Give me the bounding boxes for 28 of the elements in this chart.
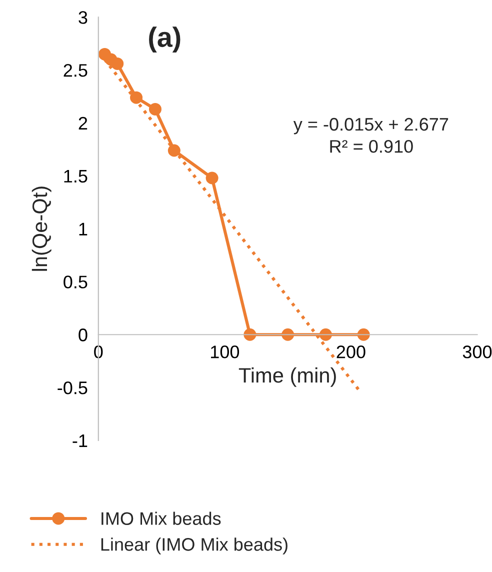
- legend-label: Linear (IMO Mix beads): [101, 538, 288, 554]
- annotation: (a): [149, 26, 180, 53]
- point: [130, 91, 143, 104]
- y-tick-label: 3: [78, 11, 88, 24]
- y-tick-label: 0.5: [64, 276, 88, 288]
- x-tick-label: 300: [462, 346, 492, 358]
- point: [206, 172, 218, 184]
- y-axis-title: ln(Qe-Qt): [32, 186, 52, 271]
- point: [357, 328, 370, 341]
- y-tick-label: 0: [78, 328, 88, 342]
- y-tick-label: 2: [78, 116, 88, 130]
- y-tick-label: 2.5: [64, 64, 88, 77]
- point: [282, 328, 294, 341]
- y-tick-label: 1: [79, 222, 88, 236]
- x-tick-label: 0: [94, 346, 103, 358]
- legend-label: IMO Mix beads: [102, 512, 221, 525]
- annotation: y = -0.015x + 2.677 R² = 0.910: [293, 118, 448, 153]
- x-tick-label: 200: [336, 346, 366, 358]
- x-axis-title: Time (min): [238, 367, 336, 387]
- point: [168, 144, 180, 157]
- x-tick-label: 100: [210, 346, 240, 358]
- y-tick-label: -1: [72, 434, 88, 447]
- point: [111, 57, 124, 70]
- point: [319, 328, 332, 341]
- point: [244, 328, 256, 341]
- y-tick-label: -0.5: [58, 381, 88, 394]
- point: [148, 102, 162, 116]
- y-tick-label: 1.5: [64, 170, 88, 183]
